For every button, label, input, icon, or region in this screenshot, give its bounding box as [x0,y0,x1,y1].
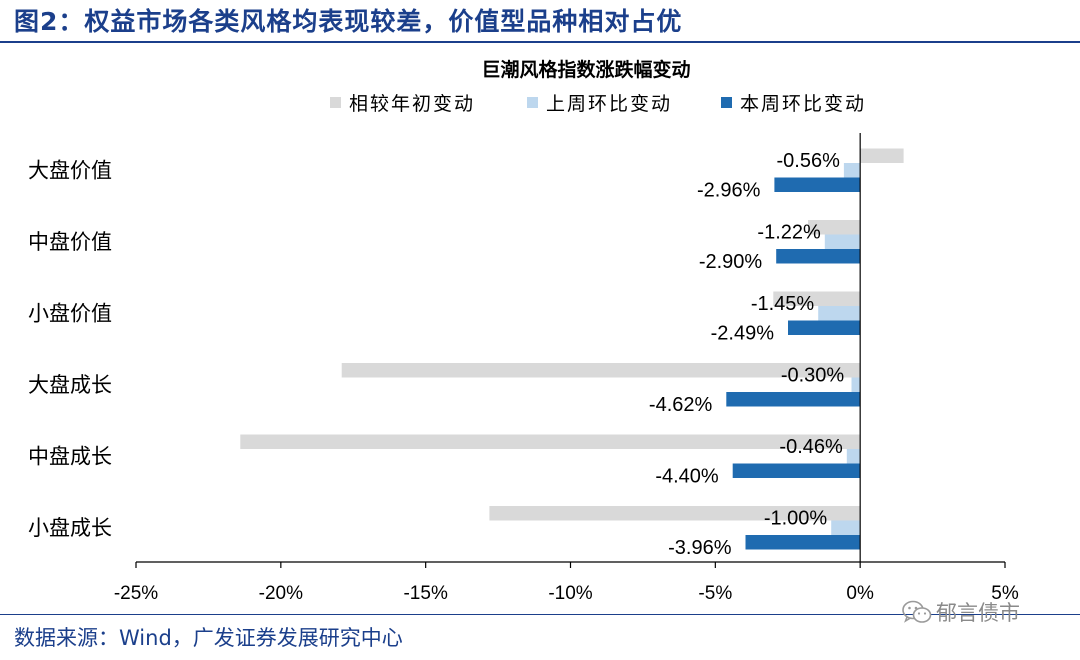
bar-2-4 [851,377,861,392]
data-label-last-week-2: -1.22% [757,222,821,244]
bar-1-5 [240,434,861,449]
data-label-this-week-4: -4.62% [649,394,713,416]
bar-3-6 [745,535,861,550]
bar-3-1 [774,177,861,192]
bar-2-2 [824,234,861,249]
data-label-this-week-3: -2.49% [711,323,775,345]
bar-1-4 [341,363,861,378]
bar-3-4 [726,392,861,407]
data-label-this-week-6: -3.96% [668,537,732,559]
data-label-last-week-6: -1.00% [764,508,828,530]
data-label-last-week-3: -1.45% [751,293,815,315]
legend-label-3: 本周环比变动 [740,93,866,115]
watermark: 郁言债市 [902,598,1062,626]
x-tick-label-5: -5% [698,583,732,604]
bar-2-6 [831,520,861,535]
bar-3-5 [732,463,861,478]
category-label-4: 大盘成长 [28,373,112,397]
data-label-this-week-2: -2.90% [699,251,763,273]
legend-label-2: 上周环比变动 [546,93,672,115]
bar-1-6 [489,506,861,521]
x-tick-label-6: 0% [846,583,874,604]
chart-title: 巨潮风格指数涨跌幅变动 [481,58,690,81]
bar-2-1 [843,163,861,178]
data-label-last-week-4: -0.30% [781,365,845,387]
legend-swatch-3 [721,97,732,108]
category-label-3: 小盘价值 [28,301,112,325]
bar-1-3 [773,291,861,306]
x-tick-label-3: -15% [403,583,447,604]
bottom-divider [0,614,1080,615]
data-label-last-week-1: -0.56% [777,150,841,172]
x-tick-label-4: -10% [548,583,592,604]
category-label-6: 小盘成长 [28,516,112,540]
watermark-text: 郁言债市 [936,601,1020,625]
bar-1-2 [808,220,861,235]
data-label-this-week-5: -4.40% [655,466,719,488]
wechat-icon [902,600,932,623]
bar-2-5 [846,449,861,464]
bar-3-2 [776,249,861,264]
x-tick-label-1: -25% [114,583,158,604]
legend-label-1: 相较年初变动 [349,93,475,115]
x-tick-label-2: -20% [259,583,303,604]
bar-3-3 [788,320,861,335]
category-label-1: 大盘价值 [28,158,112,182]
top-divider [0,41,1080,43]
figure-title: 图2：权益市场各类风格均表现较差，价值型品种相对占优 [14,7,683,36]
source-note: 数据来源：Wind，广发证券发展研究中心 [14,626,403,650]
legend-swatch-2 [527,97,538,108]
category-label-5: 中盘成长 [28,444,112,468]
data-label-last-week-5: -0.46% [779,436,843,458]
category-label-2: 中盘价值 [28,230,112,254]
bar-1-1 [860,148,904,163]
x-tick-label-7: 5% [991,583,1019,604]
legend-swatch-1 [330,97,341,108]
bar-2-3 [818,306,861,321]
data-label-this-week-1: -2.96% [697,180,761,202]
